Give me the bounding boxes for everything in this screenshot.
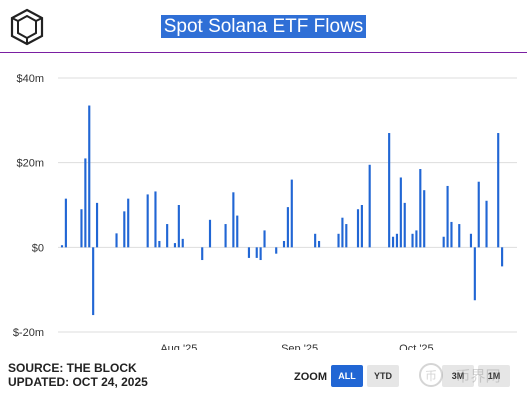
the-block-logo — [10, 8, 44, 46]
bar — [115, 233, 118, 248]
y-tick-label: $0 — [32, 242, 44, 254]
bar — [368, 164, 371, 248]
bar — [415, 230, 418, 248]
bar — [92, 247, 95, 316]
bar — [477, 181, 480, 248]
bar — [485, 200, 488, 248]
bar — [290, 179, 293, 248]
chart-title: Spot Solana ETF Flows — [0, 15, 527, 38]
bar — [446, 185, 449, 248]
bar — [158, 240, 161, 248]
zoom-all-button[interactable]: ALL — [331, 365, 363, 387]
bar — [84, 158, 87, 248]
bar — [337, 233, 340, 248]
bar — [123, 211, 126, 248]
bar — [317, 240, 321, 248]
bar — [442, 236, 445, 248]
bar — [255, 247, 258, 258]
bar — [286, 207, 289, 248]
bar — [146, 194, 149, 248]
bar — [458, 224, 461, 248]
bar — [501, 247, 504, 267]
bar — [399, 177, 402, 248]
bar — [173, 243, 177, 248]
y-tick-label: $20m — [16, 158, 44, 170]
bar — [232, 192, 235, 248]
bar — [403, 202, 406, 248]
bar — [469, 233, 473, 248]
zoom-3m-button[interactable]: 3M — [442, 365, 474, 387]
updated-label: UPDATED: OCT 24, 2025 — [8, 375, 148, 389]
bar — [282, 240, 286, 248]
bar — [263, 230, 266, 248]
bar — [154, 191, 157, 248]
source-label: SOURCE: THE BLOCK — [8, 361, 137, 375]
x-tick-label: Aug '25 — [160, 343, 197, 350]
zoom-label: ZOOM — [294, 371, 327, 383]
bar — [391, 236, 395, 248]
bar — [259, 247, 262, 261]
bar — [181, 238, 184, 248]
bar — [236, 215, 239, 248]
bar — [64, 198, 67, 248]
x-tick-label: Oct '25 — [399, 343, 434, 350]
bar — [360, 205, 363, 248]
bar — [411, 233, 414, 248]
bar — [395, 233, 399, 248]
y-tick-label: $-20m — [13, 327, 44, 339]
bar — [450, 221, 453, 248]
title-divider — [0, 52, 527, 53]
zoom-1m-button[interactable]: 1M — [478, 365, 510, 387]
bar — [88, 105, 91, 248]
y-tick-label: $40m — [16, 73, 44, 85]
bar — [166, 224, 169, 248]
bar — [80, 209, 83, 248]
bar — [419, 169, 422, 248]
bar — [356, 209, 360, 248]
bar — [127, 198, 130, 248]
bar — [95, 202, 99, 248]
bar — [201, 247, 204, 261]
bar — [177, 205, 180, 248]
bar — [341, 217, 344, 248]
svg-text:币界网: 币界网 — [455, 367, 500, 385]
bar — [275, 247, 278, 254]
bar — [60, 245, 64, 248]
bar — [247, 247, 251, 258]
etf-flows-chart: $40m $20m $0 $-20m Aug '25 Sep '25 Oct '25 — [13, 73, 517, 350]
bar — [208, 219, 212, 248]
bar — [224, 224, 227, 248]
watermark-logo: 币 币界网 — [419, 363, 501, 387]
bar — [473, 247, 476, 301]
bar — [345, 224, 348, 248]
bar — [497, 133, 500, 248]
zoom-ytd-button[interactable]: YTD — [367, 365, 399, 387]
x-tick-label: Sep '25 — [281, 343, 318, 350]
svg-text:币: 币 — [425, 369, 437, 383]
bar — [314, 233, 317, 248]
bar — [423, 190, 426, 248]
bar — [388, 133, 391, 248]
